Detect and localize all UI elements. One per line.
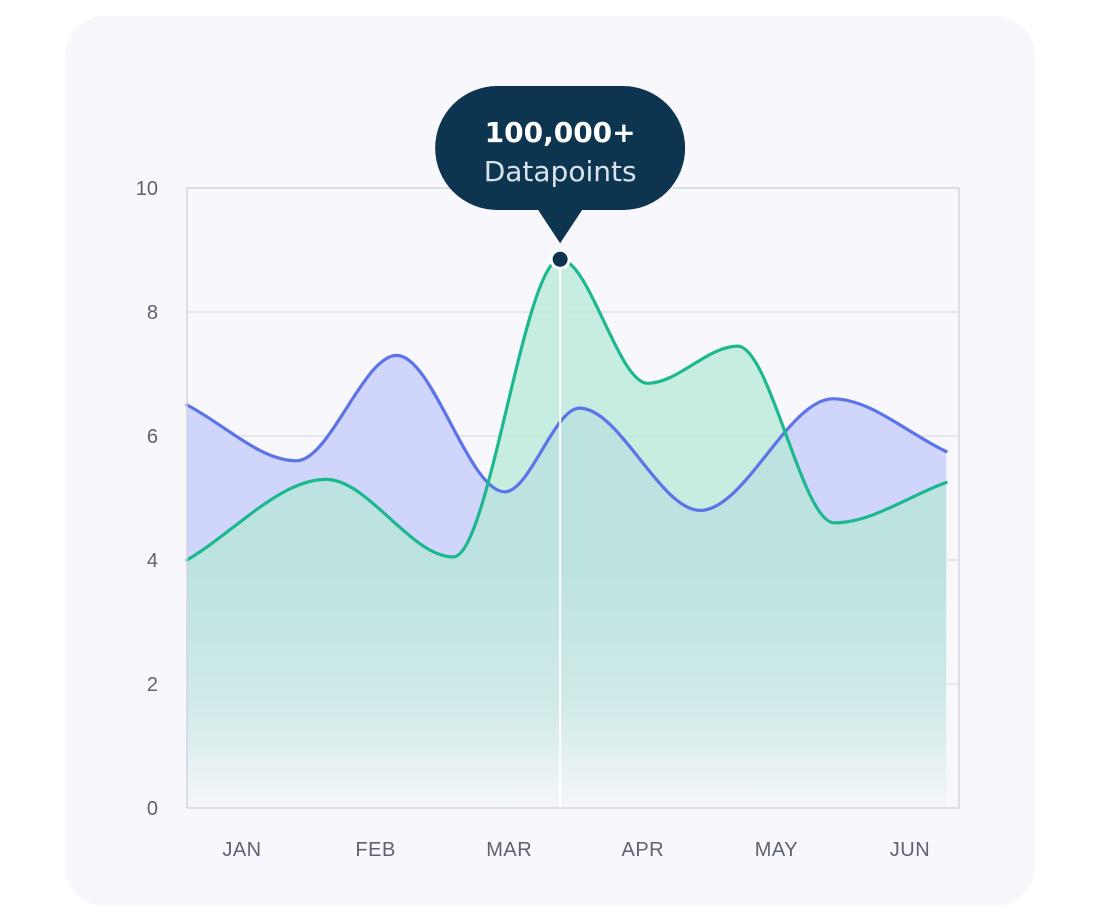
x-tick-label: MAR — [486, 839, 532, 861]
series-line-1 — [185, 353, 948, 512]
x-tick-label: FEB — [355, 839, 395, 861]
y-tick-label: 2 — [147, 674, 158, 696]
series-lines — [185, 257, 948, 562]
highlighted-point — [549, 248, 571, 270]
x-tick-label: JUN — [890, 839, 930, 861]
y-tick-label: 0 — [147, 798, 158, 820]
y-tick-label: 10 — [136, 178, 158, 200]
y-tick-label: 8 — [147, 302, 158, 324]
series-line-2 — [185, 257, 948, 562]
tooltip-label: Datapoints — [484, 155, 637, 188]
x-tick-label: MAY — [755, 839, 798, 861]
x-tick-label: JAN — [222, 839, 261, 861]
bottom-fade — [187, 560, 959, 808]
y-tick-label: 4 — [147, 550, 158, 572]
tooltip-value: 100,000+ — [485, 116, 636, 149]
tooltip-bubble — [435, 86, 686, 244]
x-tick-label: APR — [621, 839, 664, 861]
datapoint-tooltip: 100,000+ Datapoints — [435, 86, 686, 808]
y-tick-label: 6 — [147, 426, 158, 448]
